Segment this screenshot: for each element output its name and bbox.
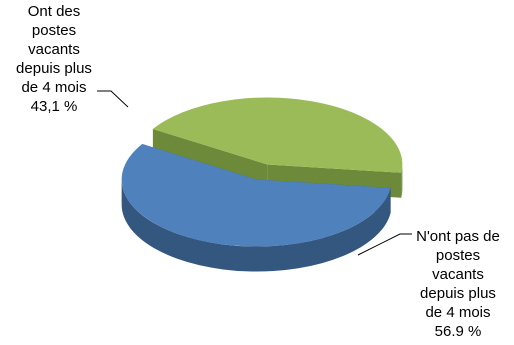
slice-label-no-vacancies: N'ont pas de postes vacants depuis plus … — [402, 227, 514, 341]
pie-slice-side — [121, 179, 391, 272]
pie-slices — [121, 97, 403, 272]
leader-line-has-vacancies — [97, 90, 129, 108]
slice-label-value: 56.9 % — [434, 323, 482, 340]
slice-label-line: depuis plus — [420, 285, 496, 302]
slice-label-line: vacants — [28, 41, 80, 58]
leader-lines — [97, 90, 412, 256]
slice-label-line: postes — [31, 22, 77, 39]
pie-slice-side — [401, 164, 403, 198]
slice-label-line: de 4 mois — [21, 79, 87, 96]
pie-slice — [121, 144, 391, 272]
pie-slice-top — [121, 144, 391, 247]
slice-label-line: depuis plus — [16, 60, 92, 77]
slice-label-line: de 4 mois — [425, 304, 491, 321]
slice-label-line: N'ont pas de — [416, 228, 500, 245]
slice-label-line: Ont des — [27, 3, 81, 20]
slice-label-has-vacancies: Ont des postes vacants depuis plus de 4 … — [0, 2, 108, 116]
slice-label-line: vacants — [432, 266, 484, 283]
slice-label-value: 43,1 % — [30, 98, 78, 115]
pie-slice-top — [152, 97, 403, 173]
leader-line-no-vacancies — [357, 233, 412, 256]
slice-label-line: postes — [435, 247, 481, 264]
